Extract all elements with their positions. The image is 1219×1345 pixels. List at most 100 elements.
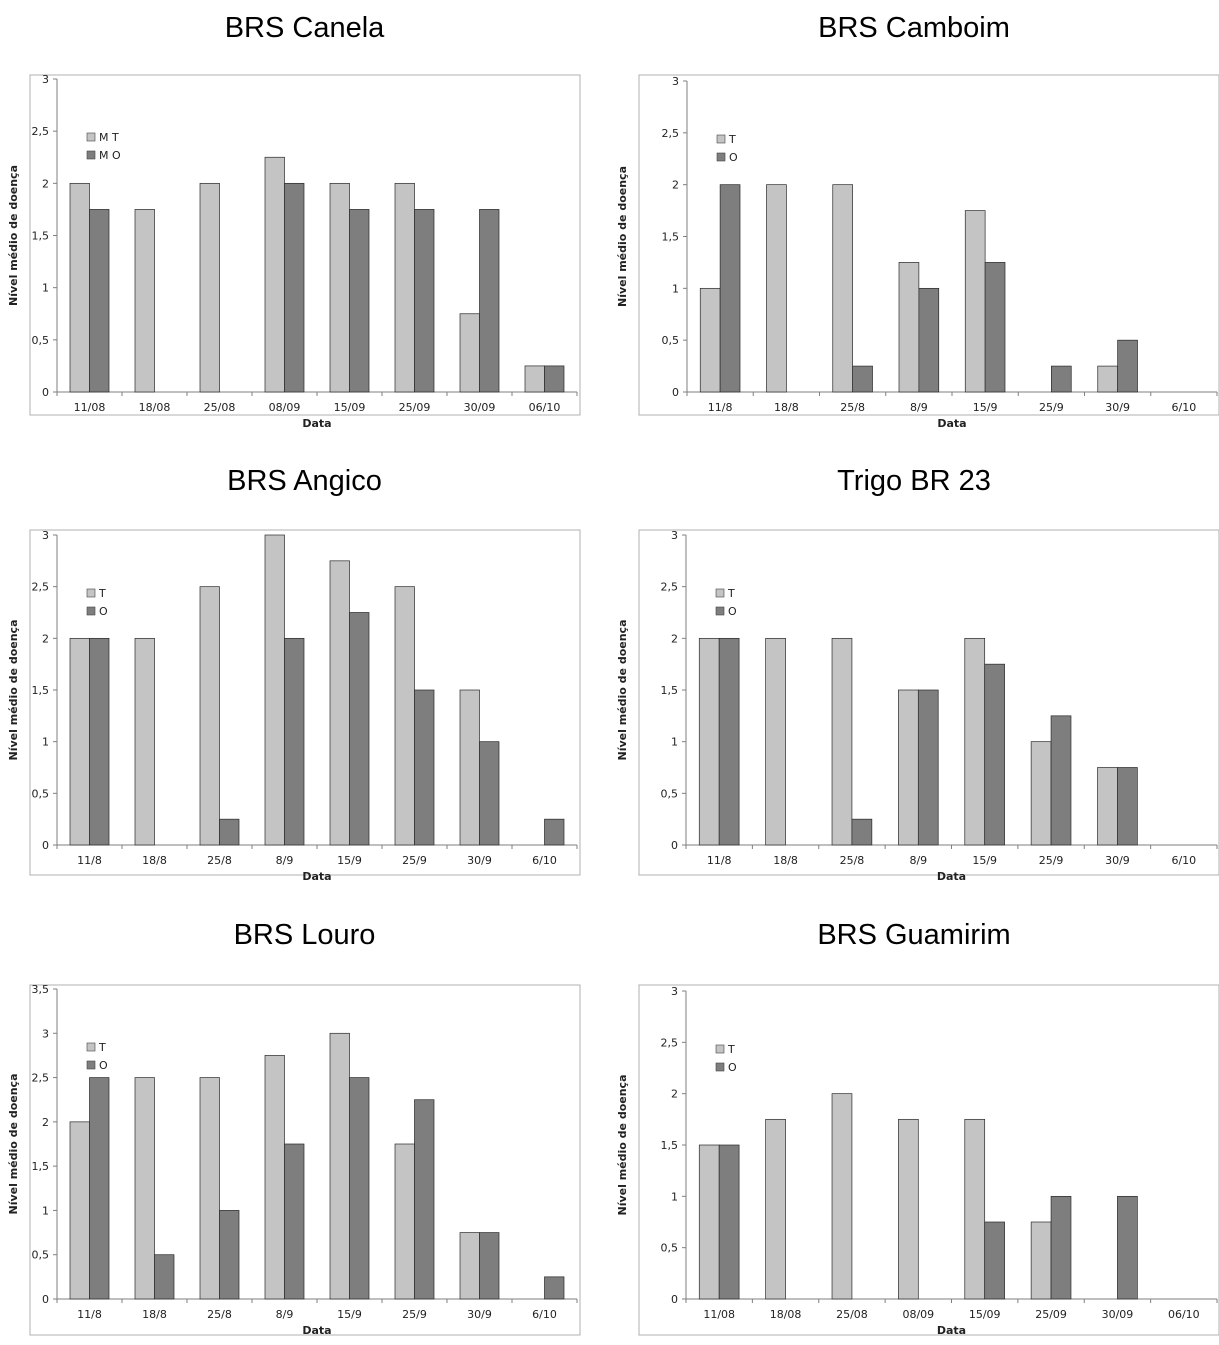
chart-frame [29, 984, 581, 1336]
x-tick-label: 18/08 [139, 401, 171, 414]
bar-series-1 [766, 184, 787, 393]
x-tick-label: 30/09 [464, 401, 496, 414]
bar-series-1 [134, 209, 155, 393]
y-axis-title: Nível médio de doença [7, 620, 20, 761]
bar-series-2 [479, 741, 500, 846]
x-tick-label: 25/9 [1039, 854, 1064, 867]
bar-series-2 [1050, 1195, 1072, 1300]
y-tick-label: 0 [42, 839, 49, 852]
bar-series-1 [69, 182, 90, 393]
legend-swatch [715, 588, 725, 598]
bar-series-2 [349, 1077, 370, 1300]
x-tick-label: 15/9 [337, 854, 362, 867]
bar-series-2 [1117, 339, 1138, 393]
x-tick-label: 8/9 [276, 854, 294, 867]
y-axis-title: Nível médio de doença [7, 165, 20, 306]
x-tick-label: 8/9 [276, 1308, 294, 1321]
y-tick-label: 1,5 [661, 684, 679, 697]
x-axis-title: Data [302, 870, 331, 883]
bar-series-1 [329, 1032, 350, 1300]
x-tick-label: 30/9 [467, 854, 492, 867]
y-tick-label: 3 [42, 73, 49, 86]
bar-series-2 [1050, 715, 1072, 846]
bar-series-1 [898, 1118, 919, 1300]
bar-series-1 [264, 156, 285, 393]
x-tick-label: 18/8 [773, 854, 798, 867]
chart-frame [29, 74, 581, 416]
bar-series-1 [394, 586, 415, 846]
x-tick-label: 11/8 [708, 401, 733, 414]
legend-label: T [98, 1041, 106, 1054]
chart-panel-brs-louro: BRS Louro 0 0,5 1 1,5 2 2,5 3 3,5 11/8 18/8 25/8 8/… [0, 900, 609, 1345]
bar-series-2 [479, 209, 500, 393]
bar-series-2 [544, 365, 565, 393]
x-tick-label: 25/8 [207, 1308, 232, 1321]
bar-series-1 [831, 1093, 853, 1300]
y-tick-label: 3 [42, 529, 49, 542]
chart-title: BRS Louro [233, 919, 376, 951]
legend-swatch [716, 134, 726, 144]
x-tick-label: 18/8 [142, 854, 167, 867]
bar-series-1 [134, 1077, 155, 1300]
x-tick-label: 08/09 [902, 1308, 934, 1321]
bar-series-1 [329, 560, 350, 846]
bar-chart: 0 0,5 1 1,5 2 2,5 3 3,5 11/8 18/8 25/8 8/9 15/9 25/9 3… [7, 983, 581, 1337]
x-tick-label: 25/08 [204, 401, 236, 414]
bar-series-1 [459, 689, 480, 846]
bar-series-1 [329, 182, 350, 393]
y-tick-label: 2 [42, 177, 49, 190]
bar-chart: 0 0,5 1 1,5 2 2,5 3 11/8 18/8 25/8 8/9 15/9 25/9 30/9… [7, 529, 581, 883]
bar-chart: 0 0,5 1 1,5 2 2,5 3 11/8 18/8 25/8 8/9 15/9 25/9 30/9… [616, 74, 1219, 430]
legend-label: T [728, 133, 736, 146]
legend-label: O [728, 1061, 737, 1074]
legend-swatch [86, 1060, 96, 1070]
legend-swatch [86, 588, 96, 598]
legend-label: O [728, 605, 737, 618]
legend-label: T [727, 1043, 735, 1056]
bar-series-2 [219, 1210, 240, 1300]
y-tick-label: 1,5 [32, 230, 50, 243]
y-tick-label: 1,5 [661, 1139, 679, 1152]
y-tick-label: 1 [42, 1204, 49, 1217]
y-tick-label: 3 [671, 529, 678, 542]
y-tick-label: 1 [671, 1190, 678, 1203]
legend-label: M T [99, 131, 119, 144]
bar-series-1 [199, 182, 220, 393]
y-tick-label: 0 [42, 386, 49, 399]
legend-swatch [715, 606, 725, 616]
chart-frame [638, 74, 1219, 416]
bar-series-2 [89, 637, 110, 846]
bar-series-1 [698, 1144, 720, 1300]
bar-series-1 [698, 637, 720, 846]
x-tick-label: 6/10 [532, 1308, 557, 1321]
bar-series-1 [831, 637, 853, 846]
bar-series-2 [718, 637, 740, 846]
bar-series-2 [984, 262, 1006, 393]
y-tick-label: 2,5 [32, 1072, 50, 1085]
x-tick-label: 25/9 [402, 854, 427, 867]
chart-title: BRS Angico [227, 465, 382, 497]
bar-series-1 [264, 1055, 285, 1300]
bar-series-1 [699, 287, 721, 393]
chart-panel-brs-angico: BRS Angico 0 0,5 1 1,5 2 2,5 3 11/8 18/8 25/8 8/9 1… [0, 450, 609, 900]
x-tick-label: 15/09 [334, 401, 366, 414]
y-tick-label: 0 [42, 1293, 49, 1306]
legend-label: T [727, 587, 735, 600]
y-axis-title: Nível médio de doença [616, 166, 629, 307]
bar-series-2 [284, 1143, 305, 1300]
y-tick-label: 1 [42, 736, 49, 749]
bar-series-1 [1097, 767, 1118, 846]
x-tick-label: 8/9 [910, 401, 928, 414]
x-tick-label: 8/9 [909, 854, 927, 867]
bar-series-1 [765, 637, 786, 846]
x-tick-label: 11/08 [74, 401, 106, 414]
x-tick-label: 6/10 [1171, 854, 1196, 867]
bar-series-2 [154, 1254, 175, 1300]
bar-series-2 [219, 818, 240, 846]
chart-frame [638, 984, 1219, 1336]
x-tick-label: 06/10 [1168, 1308, 1200, 1321]
y-tick-label: 3,5 [32, 983, 50, 996]
bar-series-1 [964, 1118, 986, 1300]
x-tick-label: 06/10 [529, 401, 561, 414]
chart-title: Trigo BR 23 [837, 465, 991, 497]
